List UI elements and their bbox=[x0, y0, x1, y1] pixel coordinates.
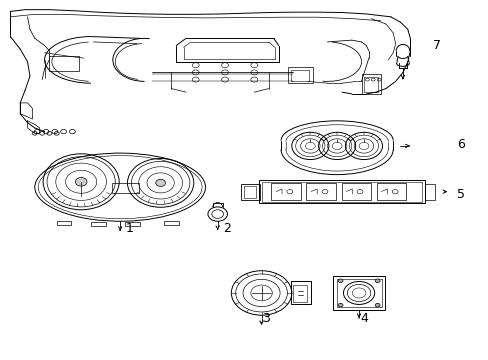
Text: 6: 6 bbox=[457, 138, 465, 150]
Bar bbox=[91, 222, 105, 226]
Bar bbox=[57, 221, 71, 225]
Circle shape bbox=[156, 179, 165, 186]
Circle shape bbox=[337, 303, 342, 307]
Bar bbox=[341, 183, 370, 201]
Bar bbox=[376, 183, 405, 201]
Circle shape bbox=[374, 303, 379, 307]
Bar bbox=[290, 69, 309, 81]
Bar bbox=[332, 276, 385, 310]
Text: 1: 1 bbox=[126, 222, 134, 235]
Bar bbox=[163, 221, 178, 225]
Text: 4: 4 bbox=[359, 311, 367, 325]
Text: 2: 2 bbox=[223, 222, 231, 235]
Text: 3: 3 bbox=[262, 311, 270, 325]
Bar bbox=[361, 74, 380, 94]
Bar bbox=[125, 222, 140, 226]
Bar bbox=[290, 282, 311, 305]
Bar bbox=[288, 67, 312, 83]
Bar bbox=[243, 186, 256, 198]
Bar bbox=[336, 279, 381, 307]
Bar bbox=[261, 182, 422, 202]
Text: 7: 7 bbox=[432, 39, 440, 52]
Bar bbox=[49, 56, 79, 71]
Bar bbox=[424, 184, 434, 200]
Bar bbox=[306, 183, 335, 201]
Bar bbox=[112, 183, 139, 193]
Bar bbox=[293, 285, 306, 302]
Bar bbox=[363, 77, 377, 92]
Text: 5: 5 bbox=[457, 188, 465, 201]
Bar bbox=[271, 183, 300, 201]
Bar bbox=[240, 184, 260, 200]
Circle shape bbox=[75, 177, 87, 186]
Circle shape bbox=[374, 279, 379, 283]
Circle shape bbox=[337, 279, 342, 283]
Bar bbox=[259, 180, 424, 203]
